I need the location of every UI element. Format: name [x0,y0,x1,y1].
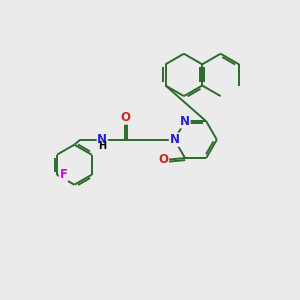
Text: N: N [169,133,179,146]
Text: O: O [120,111,130,124]
Text: N: N [97,133,107,146]
Text: H: H [98,141,106,151]
Text: N: N [180,115,190,128]
Text: O: O [158,153,169,166]
Text: F: F [59,168,68,181]
